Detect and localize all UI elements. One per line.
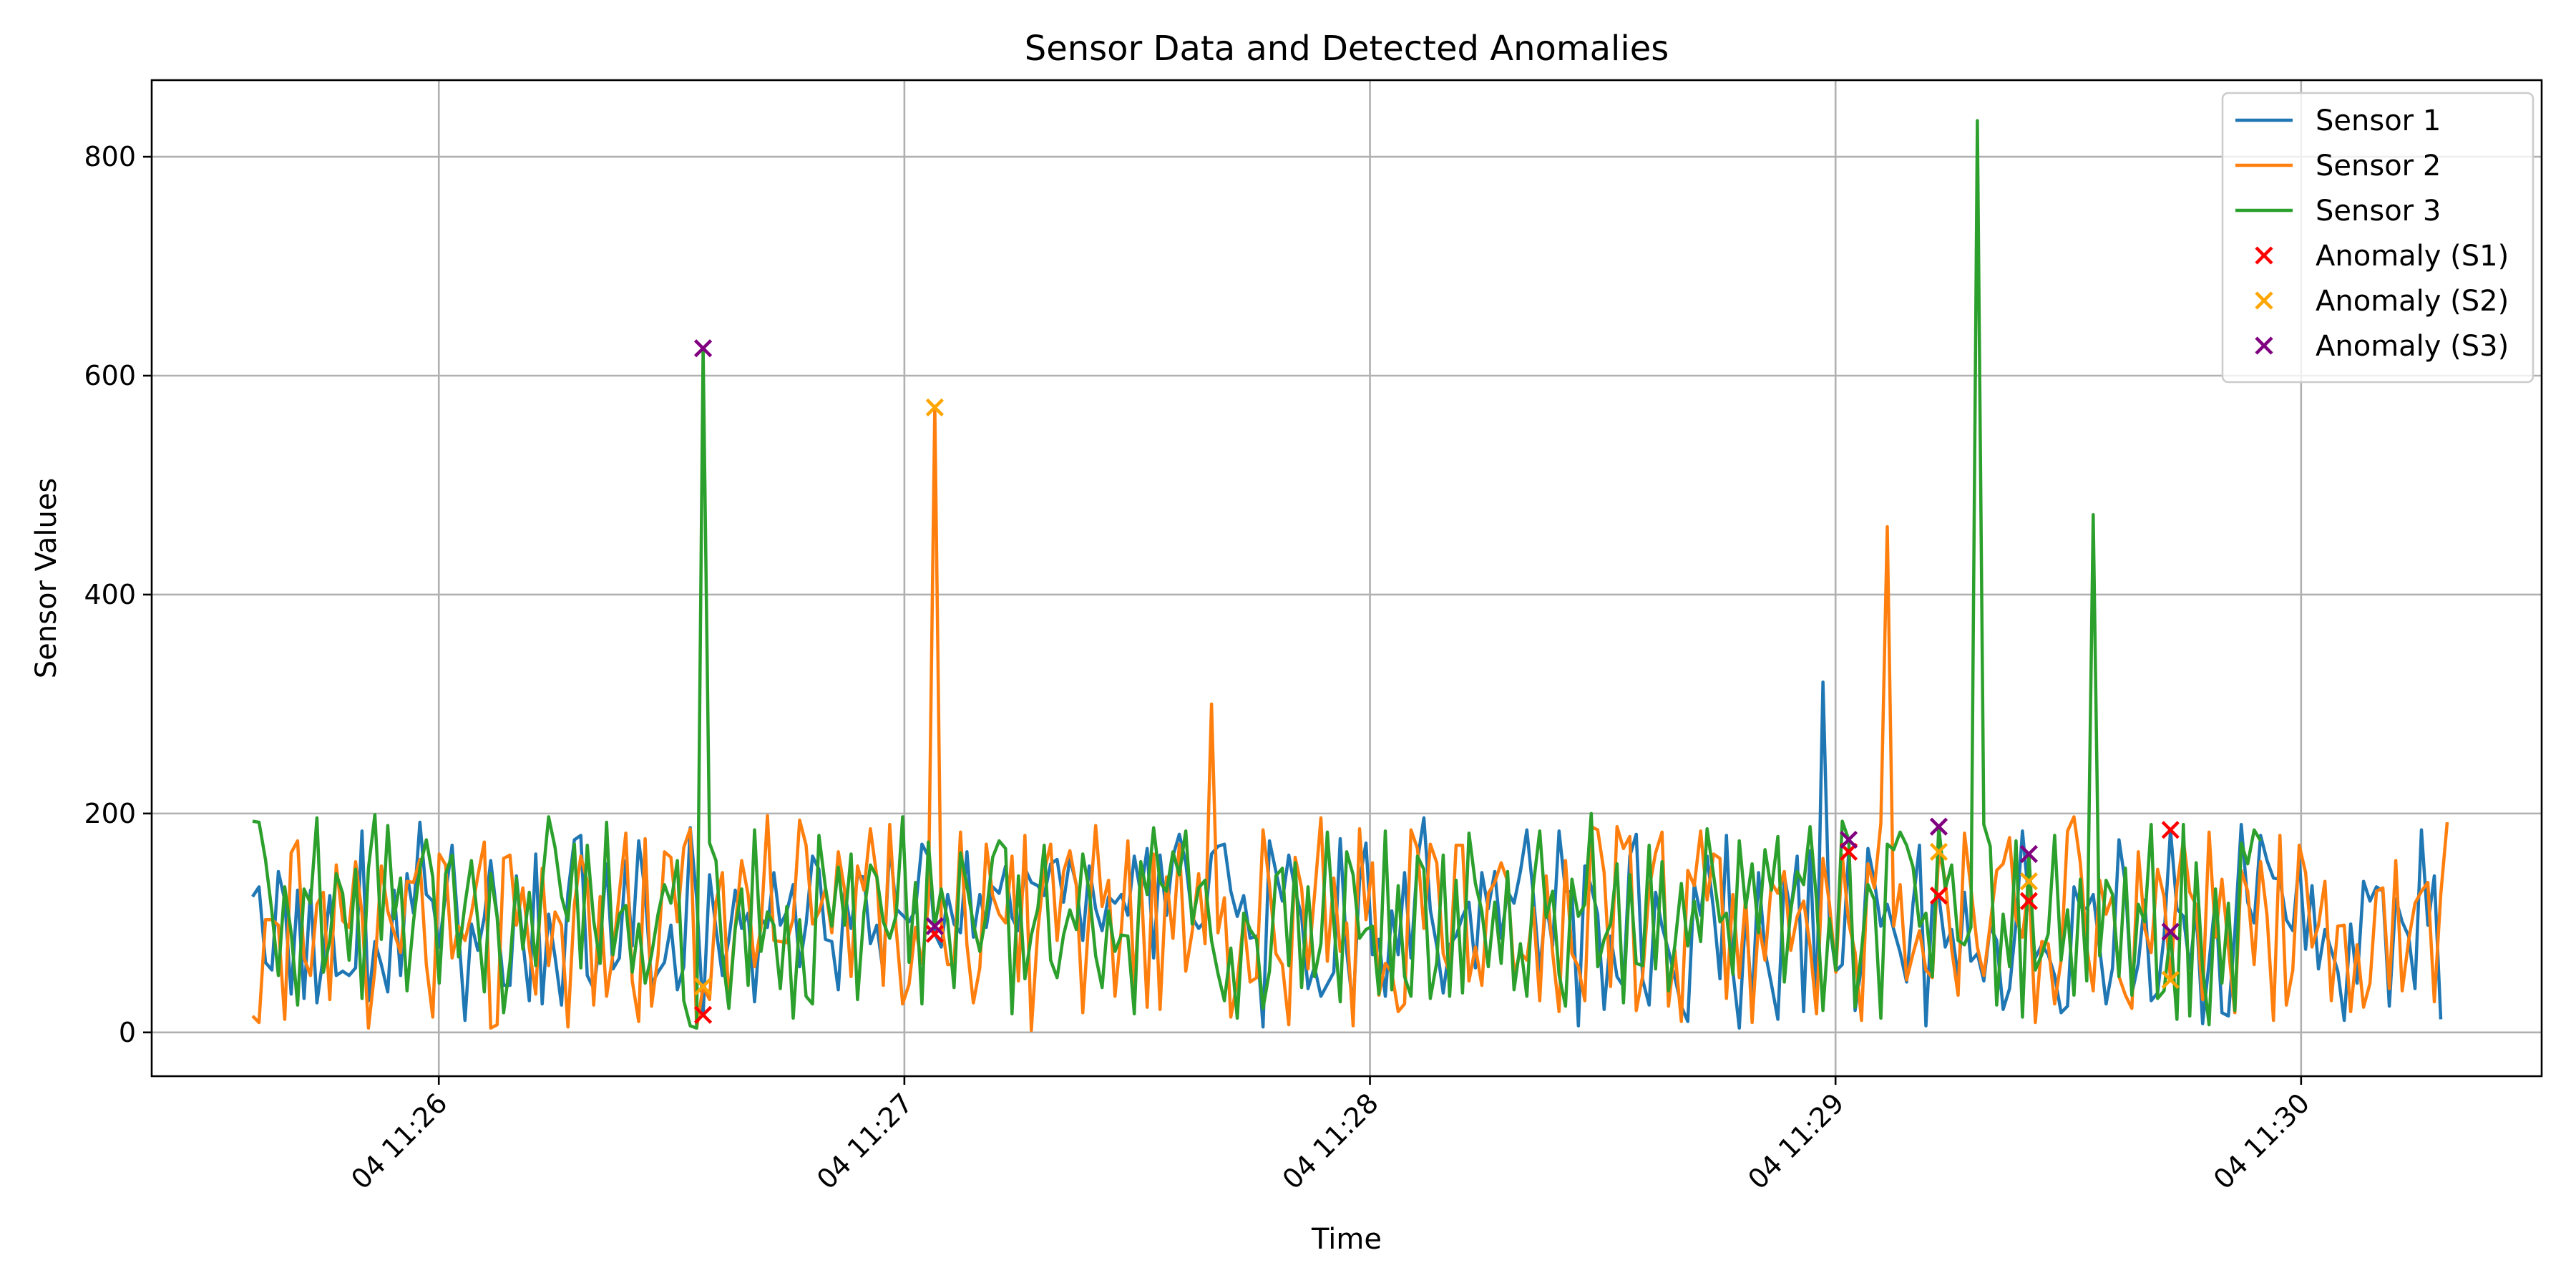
legend-label: Anomaly (S2)	[2316, 285, 2509, 318]
x-axis-label: Time	[1311, 1223, 1382, 1256]
grid-lines	[152, 80, 2542, 1076]
anomaly-marker-s2	[2161, 970, 2180, 989]
series-line-sensor-1	[251, 680, 2443, 1030]
chart-title: Sensor Data and Detected Anomalies	[1025, 29, 1669, 69]
anomaly-marker-s3	[925, 917, 944, 936]
legend-label: Anomaly (S1)	[2316, 240, 2509, 273]
y-tick-label: 200	[84, 798, 136, 829]
y-tick-label: 600	[84, 360, 136, 391]
anomaly-marker-s3	[2161, 922, 2180, 941]
anomaly-marker-s2	[693, 977, 713, 996]
anomaly-marker-s2	[925, 398, 944, 416]
y-tick-label: 800	[84, 141, 136, 172]
anomaly-marker-s3	[1929, 817, 1948, 836]
y-axis-label: Sensor Values	[30, 478, 63, 679]
y-tick-label: 400	[84, 579, 136, 610]
anomaly-marker-s1	[1929, 887, 1948, 905]
legend-marker-s2	[2255, 291, 2273, 310]
anomaly-marker-s3	[2019, 844, 2038, 864]
legend-marker-s1	[2255, 246, 2273, 265]
series-line-sensor-2	[251, 406, 2449, 1033]
legend-label: Sensor 3	[2316, 195, 2441, 228]
y-tick-label: 0	[119, 1017, 136, 1048]
legend-label: Sensor 2	[2316, 150, 2441, 182]
anomaly-marker-s1	[925, 924, 944, 943]
series-lines	[251, 119, 2449, 1033]
legend-marker-s3	[2255, 336, 2273, 355]
anomaly-marker-s1	[693, 1005, 713, 1024]
anomaly-marker-s3	[693, 339, 713, 358]
anomaly-marker-s2	[2019, 872, 2038, 891]
anomaly-marker-s1	[2019, 892, 2038, 910]
anomaly-marker-s3	[1839, 831, 1858, 849]
legend-label: Sensor 1	[2316, 104, 2441, 137]
legend: Sensor 1 Sensor 2 Sensor 3 Anomaly (S1) Anom…	[2221, 92, 2534, 384]
series-line-sensor-3	[252, 119, 2263, 1030]
anomaly-marker-s1	[2161, 821, 2180, 839]
anomaly-marker-s2	[1929, 842, 1948, 862]
anomaly-markers	[693, 339, 2180, 1024]
legend-label: Anomaly (S3)	[2316, 330, 2509, 363]
legend-box	[2221, 92, 2534, 384]
plot-frame	[150, 79, 2543, 1078]
